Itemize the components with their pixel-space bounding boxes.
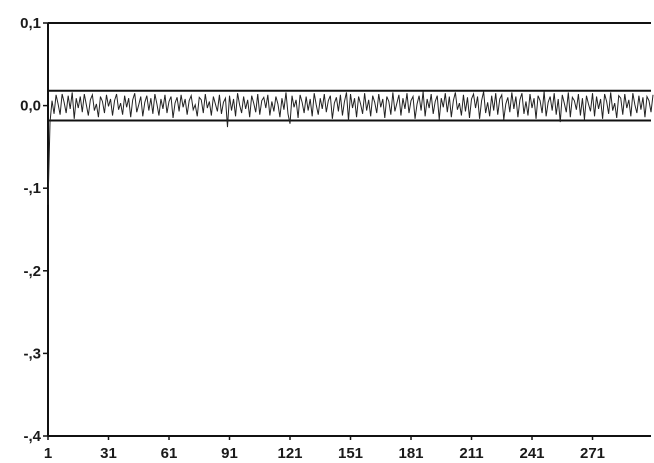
series-line xyxy=(47,91,654,205)
x-tick-label: 1 xyxy=(44,445,52,462)
x-tick-label: 211 xyxy=(459,445,483,462)
y-tick-label: -,4 xyxy=(23,428,41,445)
tick-labels: 0,1 0,0 -,1 -,2 -,3 -,41 31 61 91 121 151 181 211 241… xyxy=(20,15,605,462)
x-tick-label: 181 xyxy=(398,445,423,462)
x-tick-label: 121 xyxy=(277,445,302,462)
confidence-band xyxy=(48,89,651,122)
x-tick-label: 151 xyxy=(338,445,363,462)
y-tick-label: -,3 xyxy=(23,345,41,362)
axes xyxy=(43,22,651,440)
x-tick-label: 271 xyxy=(580,445,605,462)
x-tick-label: 91 xyxy=(221,445,238,462)
y-tick-label: 0,1 xyxy=(20,15,41,32)
x-tick-label: 241 xyxy=(519,445,544,462)
y-tick-label: -,1 xyxy=(23,180,41,197)
series-layer xyxy=(47,91,654,205)
y-tick-label: 0,0 xyxy=(20,98,41,115)
x-tick-label: 31 xyxy=(100,445,117,462)
x-tick-label: 61 xyxy=(161,445,178,462)
y-tick-label: -,2 xyxy=(23,263,41,280)
